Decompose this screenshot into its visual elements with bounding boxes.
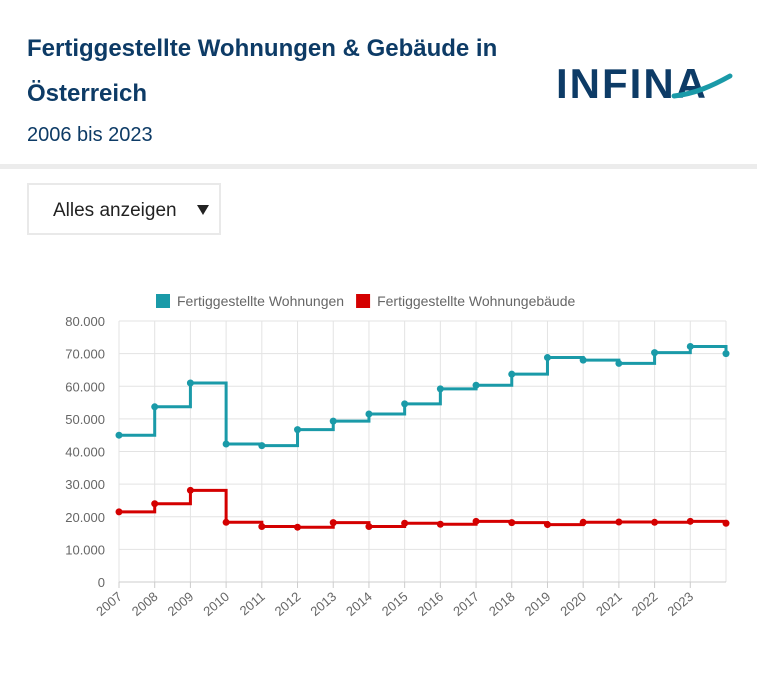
x-tick-label: 2007 xyxy=(93,589,125,619)
series-2-point xyxy=(615,518,623,526)
y-tick-label: 10.000 xyxy=(65,542,105,557)
series-1-point xyxy=(722,350,730,358)
x-tick-label: 2013 xyxy=(307,589,339,619)
x-tick-label: 2008 xyxy=(129,589,161,619)
series-1-point xyxy=(151,403,159,411)
legend-label-1: Fertiggestellte Wohnungen xyxy=(177,293,344,309)
filter-dropdown[interactable]: Alles anzeigen xyxy=(27,183,221,235)
x-tick-label: 2019 xyxy=(522,589,554,619)
series-2-point xyxy=(686,517,694,525)
series-1-point xyxy=(186,379,194,387)
series-2-point xyxy=(115,508,123,516)
series-1-point xyxy=(472,381,480,389)
y-tick-label: 20.000 xyxy=(65,510,105,525)
x-tick-label: 2017 xyxy=(450,589,482,619)
series-line-2 xyxy=(119,488,728,529)
series-2-point xyxy=(329,519,337,527)
x-tick-label: 2018 xyxy=(486,589,518,619)
x-tick-label: 2016 xyxy=(414,589,446,619)
series-2-point xyxy=(401,519,409,527)
series-1-point xyxy=(651,349,659,357)
series-1-point xyxy=(543,354,551,362)
series-1-point xyxy=(294,426,302,434)
series-2-point xyxy=(258,523,266,531)
series-2-point xyxy=(186,486,194,494)
x-tick-label: 2015 xyxy=(379,589,411,619)
x-tick-label: 2022 xyxy=(629,589,661,619)
svg-text:INFINA: INFINA xyxy=(556,60,708,106)
series-2-point xyxy=(472,517,480,525)
series-1-point xyxy=(222,440,230,448)
x-tick-label: 2020 xyxy=(557,589,589,619)
y-tick-label: 30.000 xyxy=(65,477,105,492)
series-2-point xyxy=(294,523,302,531)
series-1-point xyxy=(365,410,373,418)
legend-swatch-2 xyxy=(356,294,371,308)
series-2-point xyxy=(722,519,730,527)
series-2-point xyxy=(151,500,159,508)
y-tick-label: 60.000 xyxy=(65,379,105,394)
series-1-point xyxy=(579,356,587,364)
filter-dropdown-label: Alles anzeigen xyxy=(53,200,177,221)
series-2-point xyxy=(222,518,230,526)
caret-down-icon xyxy=(197,205,209,215)
x-tick-label: 2023 xyxy=(664,589,696,619)
x-tick-label: 2014 xyxy=(343,589,375,619)
x-tick-label: 2011 xyxy=(237,589,268,618)
x-tick-label: 2021 xyxy=(593,589,625,619)
infina-logo: INFINA xyxy=(556,60,733,106)
series-2-point xyxy=(365,523,373,531)
legend-swatch-1 xyxy=(156,294,170,308)
y-tick-label: 50.000 xyxy=(65,412,105,427)
header: Fertiggestellte Wohnungen & Gebäude in Ö… xyxy=(0,0,757,169)
legend-label-2: Fertiggestellte Wohnungebäude xyxy=(377,293,575,309)
series-2-point xyxy=(579,518,587,526)
x-tick-label: 2012 xyxy=(272,589,304,619)
series-1-point xyxy=(258,442,266,450)
x-tick-label: 2009 xyxy=(165,589,197,619)
x-tick-label: 2010 xyxy=(200,589,232,619)
page-title: Fertiggestellte Wohnungen & Gebäude in Ö… xyxy=(27,35,498,107)
series-1-point xyxy=(329,417,337,425)
page-subtitle: 2006 bis 2023 xyxy=(27,124,153,146)
series-2-point xyxy=(436,520,444,528)
series-1-point xyxy=(508,370,516,378)
series-1-point xyxy=(615,359,623,367)
step-line-chart: 0 10.000 20.000 30.000 40.000 50.000 60.000 70.… xyxy=(65,293,730,619)
y-tick-label: 80.000 xyxy=(65,314,105,329)
series-2-point xyxy=(508,519,516,527)
series-2-point xyxy=(543,521,551,529)
series-line-1 xyxy=(119,344,728,448)
series-1-point xyxy=(401,400,409,408)
y-tick-label: 70.000 xyxy=(65,347,105,362)
series-2-point xyxy=(651,518,659,526)
header-divider xyxy=(0,164,757,169)
series-1-point xyxy=(436,385,444,393)
series-1-point xyxy=(115,431,123,439)
series-1-point xyxy=(686,342,694,350)
y-tick-label: 0 xyxy=(98,575,105,590)
y-tick-label: 40.000 xyxy=(65,445,105,460)
